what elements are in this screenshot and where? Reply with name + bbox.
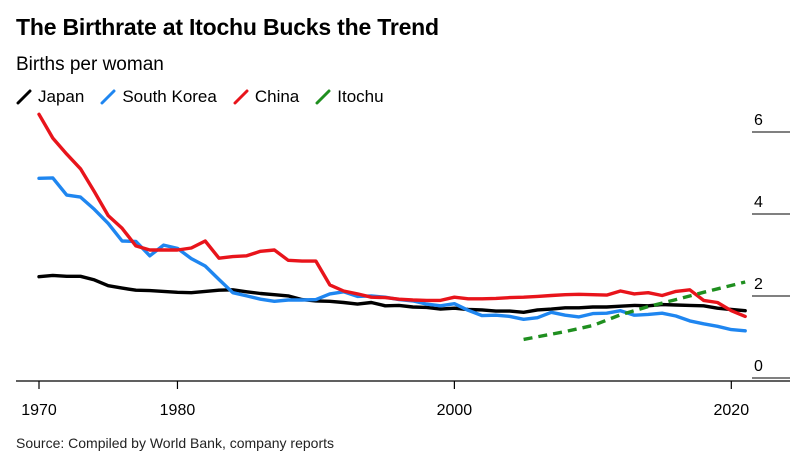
legend-swatch-south-korea <box>100 89 116 105</box>
legend-item-south-korea: South Korea <box>100 87 217 107</box>
x-tick-label-2020: 2020 <box>714 402 750 419</box>
chart-subtitle: Births per woman <box>16 54 164 75</box>
chart-legend: Japan South Korea China Itochu <box>16 86 400 108</box>
x-tick-label-1980: 1980 <box>160 402 196 419</box>
legend-label-china: China <box>254 87 300 106</box>
legend-swatch-china <box>233 89 249 105</box>
series-line-itochu <box>523 280 746 342</box>
y-tick-label-4: 4 <box>754 194 763 211</box>
legend-item-japan: Japan <box>16 87 84 107</box>
series-line-japan <box>37 273 747 314</box>
series-line-china <box>37 112 747 319</box>
legend-item-china: China <box>233 87 299 107</box>
chart-title: The Birthrate at Itochu Bucks the Trend <box>16 14 439 40</box>
legend-label-japan: Japan <box>38 87 85 106</box>
legend-label-south-korea: South Korea <box>122 87 217 106</box>
y-tick-label-0: 0 <box>754 358 763 375</box>
legend-label-itochu: Itochu <box>337 87 384 106</box>
x-tick-label-2000: 2000 <box>437 402 473 419</box>
legend-item-itochu: Itochu <box>315 87 384 107</box>
y-tick-label-6: 6 <box>754 112 763 129</box>
legend-swatch-itochu <box>315 89 331 105</box>
source-note: Source: Compiled by World Bank, company … <box>16 435 334 451</box>
y-tick-label-2: 2 <box>754 276 763 293</box>
legend-swatch-japan <box>16 89 32 105</box>
x-tick-label-1970: 1970 <box>21 402 57 419</box>
